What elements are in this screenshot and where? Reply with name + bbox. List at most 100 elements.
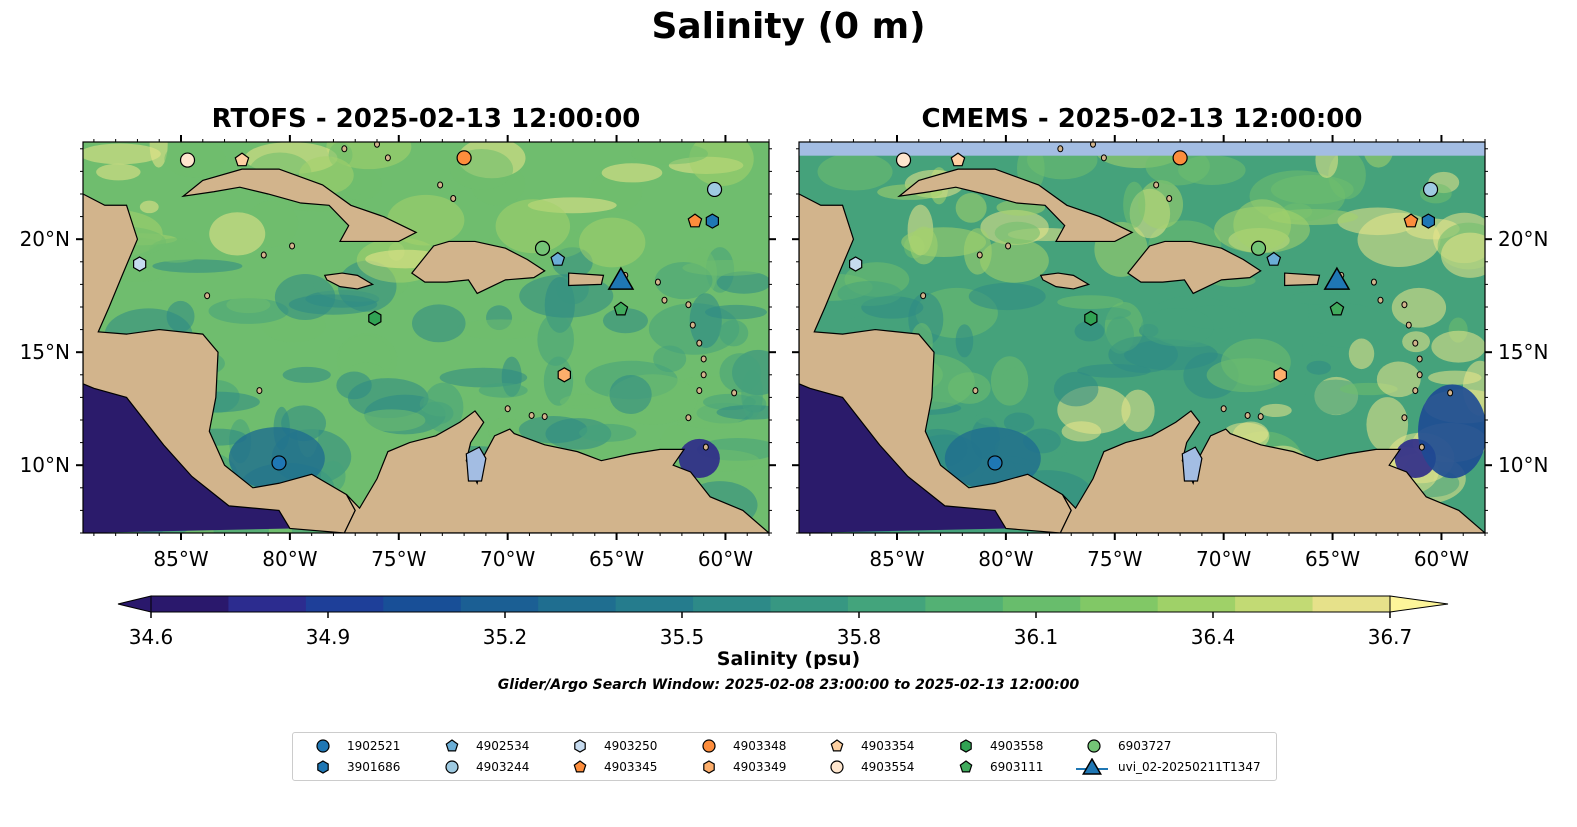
circle-marker-icon bbox=[316, 739, 330, 753]
legend-triangle-icon bbox=[1081, 758, 1103, 775]
salinity-field-cmems bbox=[799, 142, 1485, 533]
legend-circle-icon bbox=[702, 739, 716, 753]
legend-hexagon-icon bbox=[574, 739, 586, 753]
legend-label: 1902521 bbox=[347, 739, 401, 753]
colorbar-tick-label: 35.2 bbox=[483, 625, 528, 649]
colorbar-tick-label: 34.6 bbox=[129, 625, 174, 649]
colorbar-tick-label: 35.8 bbox=[837, 625, 882, 649]
lat-tick-label: 20°N bbox=[1498, 227, 1548, 251]
float-marker-6903727 bbox=[534, 240, 551, 256]
circle-marker-icon bbox=[445, 760, 459, 774]
colorbar-tick-label: 34.9 bbox=[306, 625, 351, 649]
lat-tick-label: 15°N bbox=[20, 340, 70, 364]
float-marker-4902534 bbox=[550, 251, 566, 266]
float-marker-1902521 bbox=[987, 455, 1003, 471]
float-marker-4903558 bbox=[368, 310, 382, 326]
lon-tick-label: 70°W bbox=[480, 547, 535, 571]
legend-circle-icon bbox=[1087, 739, 1101, 753]
float-marker-4903345 bbox=[687, 213, 703, 228]
legend-hexagon-icon bbox=[703, 760, 715, 774]
panel-title-rtofs: RTOFS - 2025-02-13 12:00:00 bbox=[211, 104, 641, 134]
legend-label: 4903244 bbox=[476, 760, 530, 774]
circle-marker-icon bbox=[830, 760, 844, 774]
legend-label: 3901686 bbox=[347, 760, 401, 774]
lon-tick-label: 65°W bbox=[589, 547, 644, 571]
float-marker-uvi_02-20250211T1347 bbox=[1323, 266, 1351, 290]
legend-label: 6903727 bbox=[1118, 739, 1172, 753]
hexagon-marker-icon bbox=[317, 760, 329, 774]
legend-label: 4903354 bbox=[861, 739, 915, 753]
figure-title: Salinity (0 m) bbox=[651, 6, 926, 47]
float-marker-1902521 bbox=[271, 455, 287, 471]
float-marker-6903111 bbox=[613, 301, 629, 316]
legend-hexagon-icon bbox=[317, 760, 329, 774]
float-marker-6903727 bbox=[1250, 240, 1267, 256]
legend-label: uvi_02-20250211T1347 bbox=[1118, 760, 1261, 774]
float-marker-4903558 bbox=[1084, 310, 1098, 326]
colorbar-label: Salinity (psu) bbox=[716, 648, 861, 670]
colorbar-tick-label: 36.1 bbox=[1014, 625, 1059, 649]
float-marker-4903554 bbox=[179, 152, 196, 168]
lat-tick-label: 10°N bbox=[1498, 453, 1548, 477]
map-panel-rtofs: 85°W 80°W 75°W 70°W 65°W 60°W 20°N 15°N 10°N bbox=[20, 135, 776, 571]
legend-label: 4903348 bbox=[733, 739, 787, 753]
legend-circle-icon bbox=[445, 760, 459, 774]
legend-hexagon-icon bbox=[960, 739, 972, 753]
legend-pentagon-icon bbox=[830, 739, 844, 752]
colorbar-extend-min bbox=[117, 595, 152, 613]
colorbar-tick-label: 35.5 bbox=[660, 625, 705, 649]
lon-tick-label: 80°W bbox=[262, 547, 317, 571]
map-panel-cmems: 85°W 80°W 75°W 70°W 65°W 60°W 20°N 15°N 10°N bbox=[792, 135, 1548, 571]
float-marker-4903349 bbox=[1273, 367, 1288, 383]
hexagon-marker-icon bbox=[574, 739, 586, 753]
legend-circle-icon bbox=[316, 739, 330, 753]
panel-title-cmems: CMEMS - 2025-02-13 12:00:00 bbox=[921, 104, 1363, 134]
lon-tick-label: 60°W bbox=[1414, 547, 1469, 571]
float-marker-3901686 bbox=[705, 213, 720, 229]
pentagon-marker-icon bbox=[959, 760, 973, 773]
legend-pentagon-icon bbox=[959, 760, 973, 773]
legend-circle-icon bbox=[830, 760, 844, 774]
float-marker-4903250 bbox=[133, 256, 147, 272]
map-frame-rtofs bbox=[82, 141, 770, 534]
float-marker-4903354 bbox=[234, 152, 250, 167]
lat-tick-label: 20°N bbox=[20, 227, 70, 251]
colorbar-tick-label: 36.4 bbox=[1191, 625, 1236, 649]
circle-marker-icon bbox=[1087, 739, 1101, 753]
lon-tick-label: 75°W bbox=[1087, 547, 1142, 571]
pentagon-marker-icon bbox=[573, 760, 587, 773]
lon-tick-label: 80°W bbox=[978, 547, 1033, 571]
legend-pentagon-icon bbox=[573, 760, 587, 773]
salinity-field-rtofs bbox=[83, 142, 769, 533]
float-marker-4902534 bbox=[1266, 251, 1282, 266]
legend-label: 4903558 bbox=[990, 739, 1044, 753]
float-marker-4903348 bbox=[1172, 150, 1188, 166]
float-marker-4903354 bbox=[950, 152, 966, 167]
legend-pentagon-icon bbox=[445, 739, 459, 752]
lon-tick-label: 85°W bbox=[153, 547, 208, 571]
pentagon-marker-icon bbox=[830, 739, 844, 752]
float-marker-4903349 bbox=[557, 367, 572, 383]
float-marker-4903244 bbox=[706, 181, 723, 198]
triangle-marker-icon bbox=[1076, 758, 1108, 775]
legend-label: 4903345 bbox=[604, 760, 658, 774]
hexagon-marker-icon bbox=[703, 760, 715, 774]
colorbar: 34.6 34.9 35.2 35.5 35.8 36.1 36.4 36.7 bbox=[117, 595, 1449, 649]
float-marker-4903244 bbox=[1422, 181, 1439, 198]
float-marker-4903345 bbox=[1403, 213, 1419, 228]
lon-tick-label: 60°W bbox=[698, 547, 753, 571]
pentagon-marker-icon bbox=[445, 739, 459, 752]
legend-label: 4903349 bbox=[733, 760, 787, 774]
legend-label: 6903111 bbox=[990, 760, 1044, 774]
lat-tick-label: 15°N bbox=[1498, 340, 1548, 364]
float-marker-6903111 bbox=[1329, 301, 1345, 316]
colorbar-extend-max bbox=[1389, 595, 1449, 613]
lat-tick-label: 10°N bbox=[20, 453, 70, 477]
float-marker-uvi_02-20250211T1347 bbox=[607, 266, 635, 290]
legend-label: 4902534 bbox=[476, 739, 530, 753]
lon-tick-label: 75°W bbox=[371, 547, 426, 571]
lon-tick-label: 85°W bbox=[869, 547, 924, 571]
float-marker-4903554 bbox=[895, 152, 912, 168]
float-marker-3901686 bbox=[1421, 213, 1436, 229]
